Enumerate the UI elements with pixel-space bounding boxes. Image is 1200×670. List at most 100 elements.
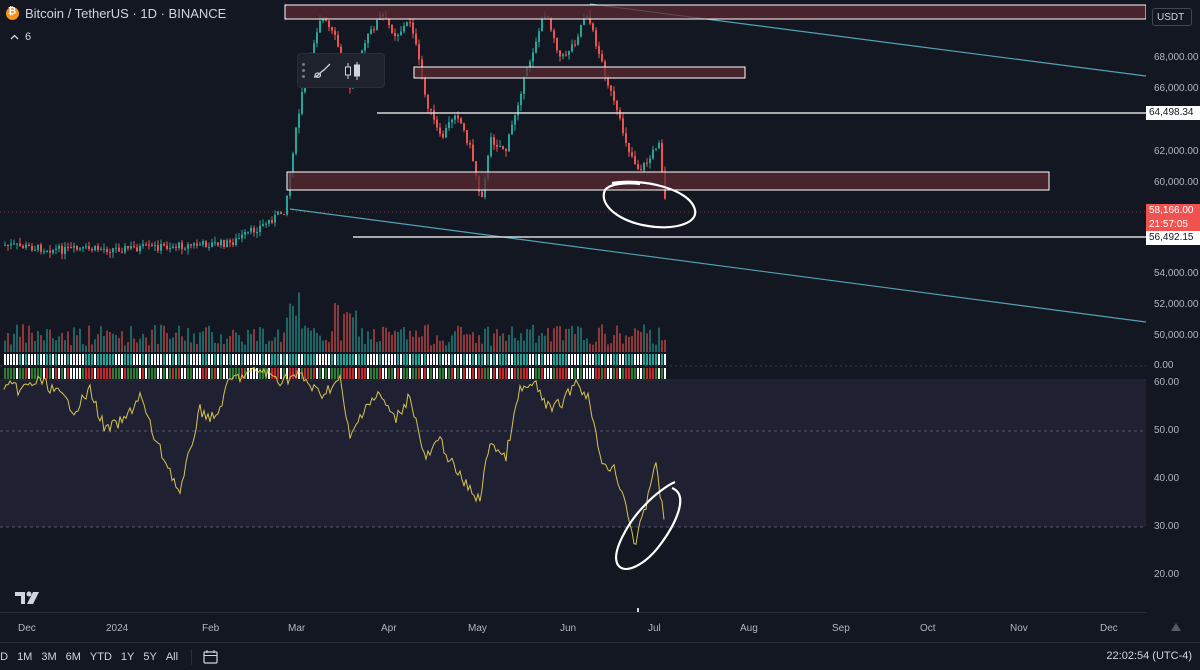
signal-tick — [508, 368, 510, 379]
signal-tick — [637, 368, 639, 379]
range-6m-button[interactable]: 6M — [65, 650, 81, 663]
hand-drawn-circle-price[interactable] — [602, 180, 697, 229]
time-axis[interactable]: Dec 2024 Feb Mar Apr May Jun Jul Aug Sep… — [0, 612, 1181, 641]
auto-scale-icon[interactable] — [1170, 621, 1182, 633]
signal-tick — [442, 354, 444, 365]
candle-body — [253, 227, 255, 233]
volume-bar — [421, 336, 423, 352]
signal-tick — [460, 354, 462, 365]
signal-tick — [259, 368, 261, 379]
candle-body — [118, 247, 120, 252]
time-label: 2024 — [106, 623, 129, 634]
signal-tick — [28, 354, 30, 365]
volume-bar — [121, 331, 123, 352]
signal-tick — [142, 354, 144, 365]
volume-bar — [508, 334, 510, 352]
signal-tick — [247, 368, 249, 379]
range-3m-button[interactable]: 3M — [41, 650, 57, 663]
indicator-toggle[interactable]: 6 — [10, 31, 31, 43]
top-resistance-zone[interactable] — [284, 4, 1146, 20]
range-1y-button[interactable]: 1Y — [120, 650, 135, 663]
signal-tick — [223, 354, 225, 365]
signal-tick — [94, 354, 96, 365]
calendar-range-icon[interactable] — [202, 649, 220, 665]
signal-tick — [553, 354, 555, 365]
signal-tick — [289, 354, 291, 365]
lower-trendline[interactable] — [289, 208, 1146, 323]
rsi-axis-label: 30.00 — [1154, 521, 1180, 532]
signal-tick — [367, 368, 369, 379]
volume-bar — [607, 344, 609, 352]
candle-body — [4, 244, 6, 246]
signal-tick — [229, 354, 231, 365]
volume-bar — [532, 324, 534, 352]
candle-body — [274, 214, 276, 223]
signal-tick — [28, 368, 30, 379]
brush-tool-button[interactable] — [308, 54, 338, 87]
signal-tick — [76, 368, 78, 379]
price-label: 62,000.00 — [1154, 146, 1199, 157]
candle-body — [19, 243, 21, 246]
signal-tick — [526, 354, 528, 365]
signal-tick — [523, 368, 525, 379]
signal-tick — [604, 354, 606, 365]
candle-body — [661, 142, 663, 173]
mid-resistance-zone[interactable] — [413, 66, 746, 79]
candle-body — [460, 118, 462, 124]
candle-body — [523, 76, 525, 94]
drag-handle-icon[interactable] — [298, 54, 308, 87]
signal-tick — [307, 368, 309, 379]
signal-tick — [457, 368, 459, 379]
signal-tick — [310, 368, 312, 379]
hand-drawn-circle-rsi[interactable] — [615, 480, 682, 570]
signal-tick — [124, 354, 126, 365]
volume-bar — [457, 325, 459, 352]
volume-bar — [163, 325, 165, 352]
signal-tick — [97, 368, 99, 379]
volume-bar — [619, 333, 621, 352]
range-all-button[interactable]: All — [165, 650, 179, 663]
symbol-title[interactable]: Bitcoin / TetherUS · 1D · BINANCE — [25, 6, 227, 21]
range-1m-button[interactable]: 1M — [17, 650, 33, 663]
volume-bar — [181, 336, 183, 352]
volume-bar — [490, 345, 492, 352]
volume-bar — [487, 326, 489, 352]
volume-bar — [184, 340, 186, 352]
signal-tick — [463, 368, 465, 379]
chart-canvas[interactable] — [0, 0, 1146, 612]
candle-body — [376, 20, 378, 30]
candle-body — [22, 245, 24, 248]
volume-bar — [259, 326, 261, 352]
volume-bar — [571, 326, 573, 352]
signal-tick — [244, 354, 246, 365]
range-5y-button[interactable]: 5Y — [143, 650, 157, 663]
signal-tick — [49, 354, 51, 365]
signal-tick — [529, 368, 531, 379]
range-5d-button[interactable]: 5D — [0, 650, 9, 663]
chevron-up-icon[interactable] — [10, 34, 19, 40]
candle-body — [415, 33, 417, 45]
signal-tick — [226, 354, 228, 365]
candle-body — [403, 25, 405, 32]
signal-tick — [556, 368, 558, 379]
signal-tick — [82, 368, 84, 379]
candle-body — [232, 242, 234, 246]
candle-body — [610, 85, 612, 91]
volume-bar — [622, 343, 624, 352]
currency-selector[interactable]: USDT — [1152, 8, 1192, 26]
volume-bar — [298, 292, 300, 352]
candles-tool-button[interactable] — [338, 54, 368, 87]
volume-bar — [391, 334, 393, 352]
candle-body — [88, 246, 90, 249]
symbol-header[interactable]: Bitcoin / TetherUS · 1D · BINANCE — [6, 6, 226, 21]
volume-bar — [208, 325, 210, 352]
signal-tick — [157, 354, 159, 365]
signal-tick — [172, 354, 174, 365]
signal-tick — [406, 354, 408, 365]
support-zone[interactable] — [286, 171, 1050, 191]
price-axis[interactable]: 68,000.00 66,000.00 62,000.00 60,000.00 … — [1146, 0, 1200, 612]
clock-timezone[interactable]: 22:02:54 (UTC-4) — [1106, 650, 1192, 662]
drawing-floating-toolbar[interactable] — [297, 53, 385, 88]
candle-body — [238, 238, 240, 240]
range-ytd-button[interactable]: YTD — [89, 650, 112, 663]
